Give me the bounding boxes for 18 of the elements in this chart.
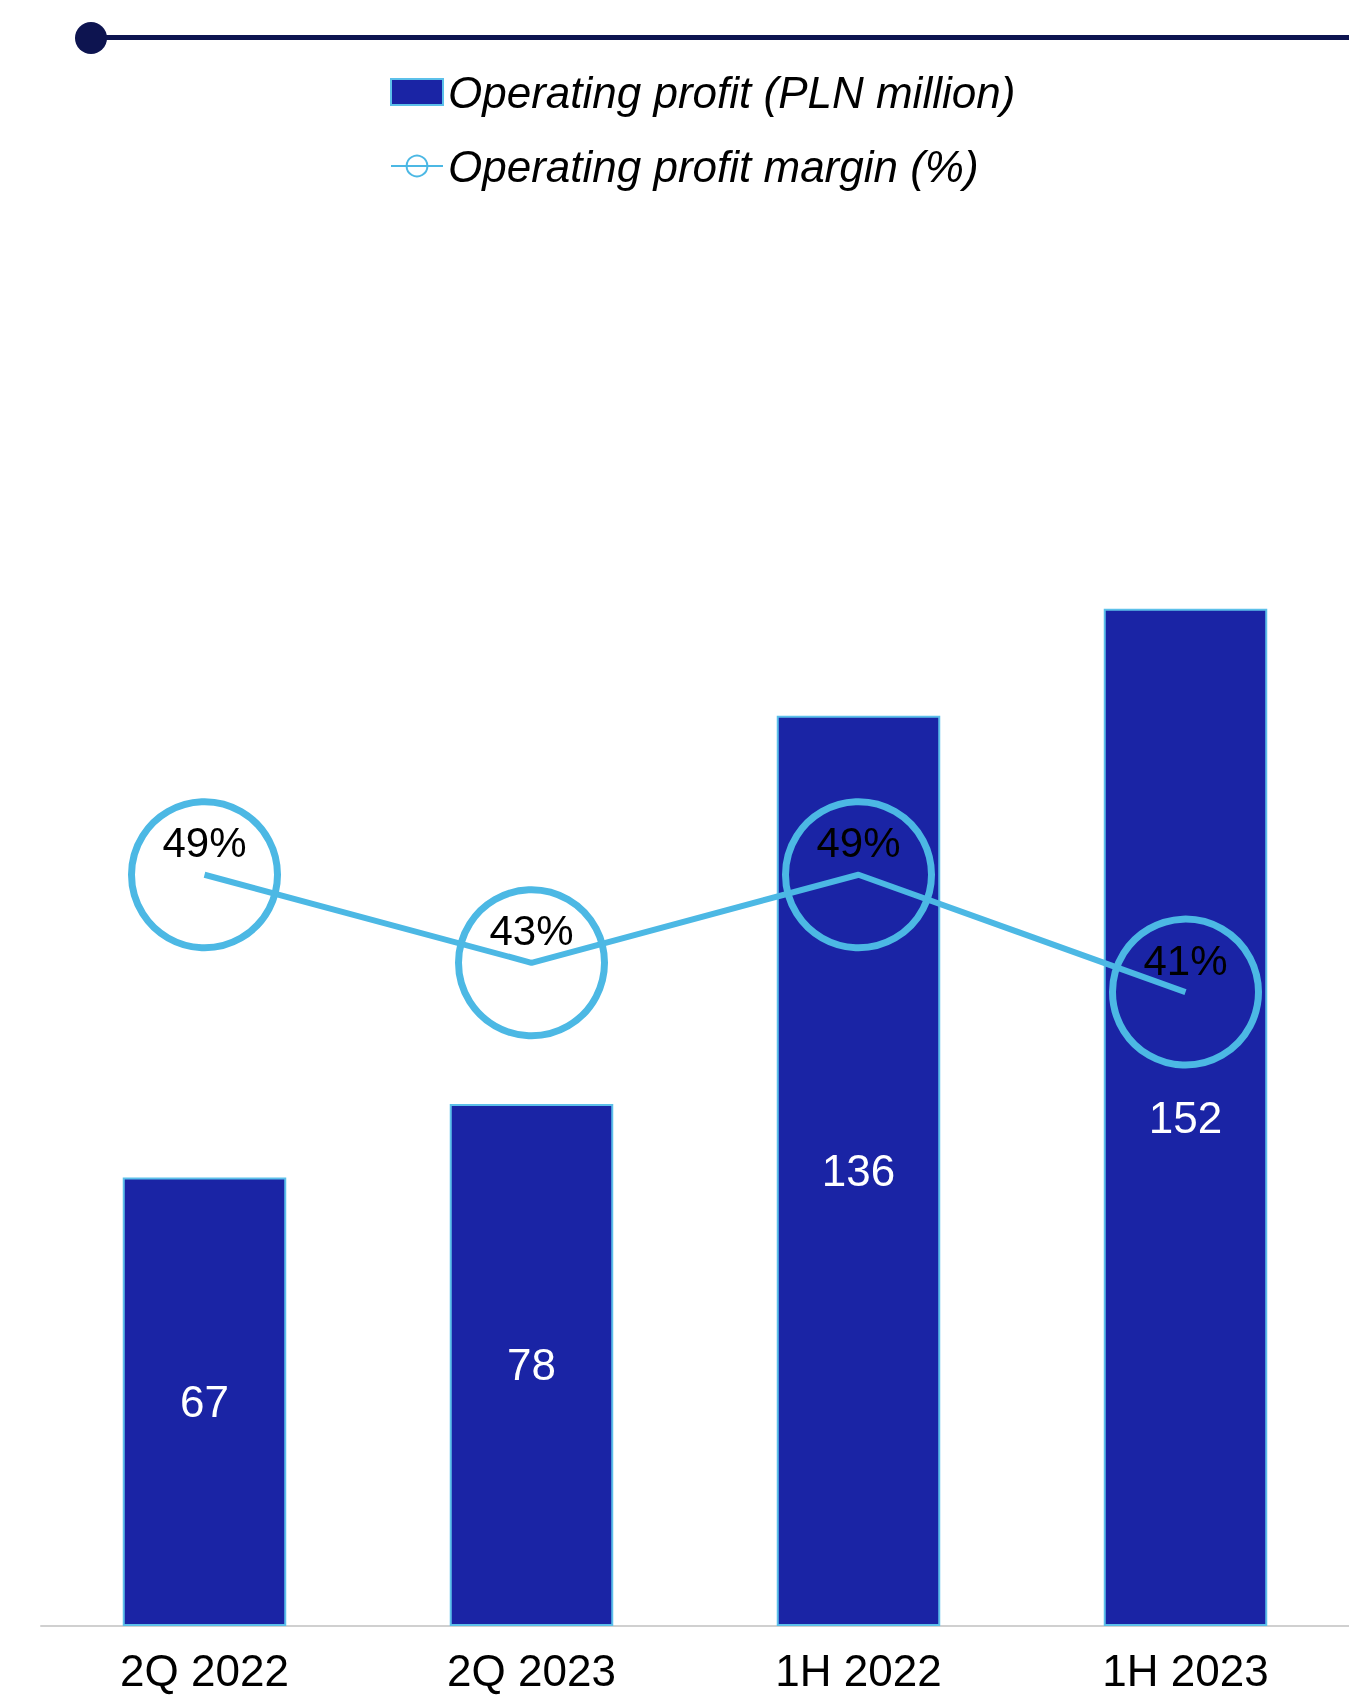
- x-tick-label: 2Q 2022: [120, 1645, 289, 1695]
- data-label: 43%: [489, 907, 574, 955]
- data-label: 136: [821, 1146, 896, 1196]
- legend-label: Operating profit (PLN million): [448, 67, 1016, 117]
- x-tick-label: 1H 2023: [1102, 1645, 1269, 1695]
- data-label: 49%: [816, 819, 901, 867]
- bar: [449, 1103, 614, 1626]
- bar: [1103, 608, 1268, 1626]
- data-label: 152: [1148, 1092, 1223, 1142]
- bar: [776, 715, 941, 1626]
- data-label: 67: [180, 1377, 229, 1427]
- data-label: 41%: [1143, 936, 1228, 984]
- data-label: 78: [507, 1340, 556, 1390]
- data-label: 49%: [162, 819, 247, 867]
- legend-label: Operating profit margin (%): [448, 141, 979, 191]
- x-tick-label: 2Q 2023: [447, 1645, 616, 1695]
- bar: [122, 1177, 287, 1626]
- x-tick-label: 1H 2022: [775, 1645, 942, 1695]
